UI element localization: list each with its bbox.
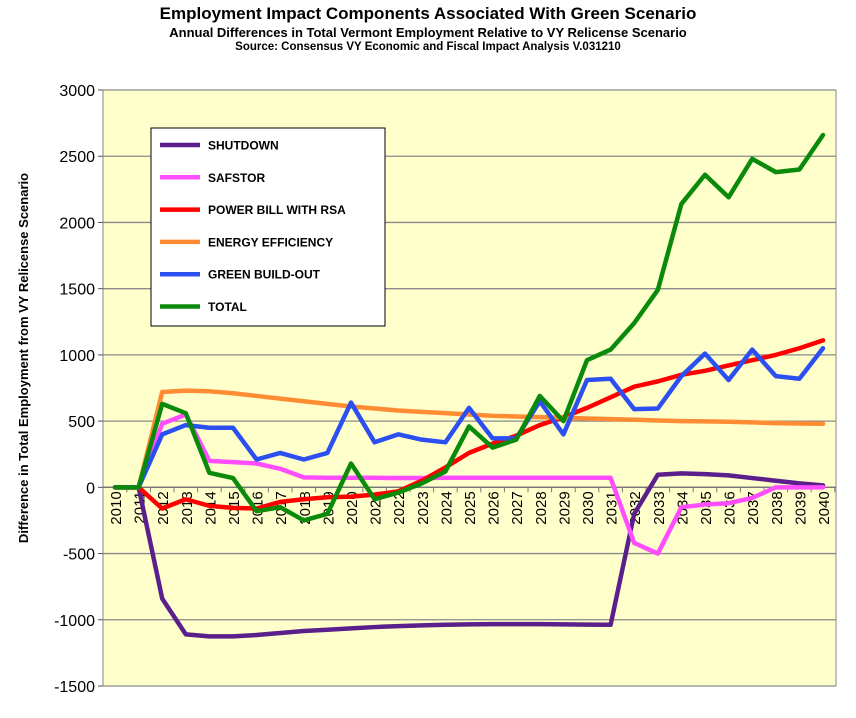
x-tick-label: 2013: [179, 491, 196, 524]
y-tick-label: -1000: [54, 613, 95, 630]
legend-label: SAFSTOR: [208, 171, 265, 185]
y-tick-label: 1500: [59, 282, 95, 299]
chart-title: Employment Impact Components Associated …: [159, 4, 697, 23]
y-tick-label: 2000: [59, 215, 95, 232]
y-tick-label: 3000: [59, 83, 95, 100]
x-tick-label: 2035: [698, 491, 715, 524]
x-tick-label: 2023: [415, 491, 432, 524]
legend-label: POWER BILL WITH RSA: [208, 203, 346, 217]
y-tick-label: 1000: [59, 348, 95, 365]
legend-label: TOTAL: [208, 300, 247, 314]
x-tick-label: 2010: [108, 491, 125, 524]
y-tick-label: 500: [68, 414, 95, 431]
x-tick-label: 2025: [462, 491, 479, 524]
legend-label: GREEN BUILD-OUT: [208, 268, 321, 282]
series-line-shutdown: [112, 471, 826, 639]
x-tick-label: 2028: [533, 491, 550, 524]
legend: [150, 127, 386, 327]
legend-label: SHUTDOWN: [208, 139, 279, 153]
chart-source: Source: Consensus VY Economic and Fiscal…: [235, 41, 621, 53]
x-tick-label: 2020: [344, 491, 361, 524]
series-line-total: [112, 132, 826, 523]
x-tick-label: 2040: [816, 491, 833, 524]
series-line-energy-efficiency: [112, 388, 826, 490]
y-tick-label: -1500: [54, 679, 95, 696]
x-tick-label: 2027: [509, 491, 526, 524]
series-line-green-build-out: [112, 346, 826, 490]
x-tick-label: 2026: [486, 491, 503, 524]
legend-label: ENERGY EFFICIENCY: [208, 235, 333, 249]
y-axis-label: Difference in Total Employment from VY R…: [16, 173, 31, 543]
y-tick-label: 0: [86, 480, 95, 497]
x-tick-label: 2039: [792, 491, 809, 524]
x-tick-label: 2030: [580, 491, 597, 524]
x-tick-label: 2029: [556, 491, 573, 524]
series-line-power-bill-with-rsa: [112, 338, 826, 511]
y-tick-label: 2500: [59, 149, 95, 166]
x-tick-label: 2022: [391, 491, 408, 524]
x-tick-label: 2038: [769, 491, 786, 524]
x-tick-label: 2024: [438, 491, 455, 524]
x-tick-label: 2036: [722, 491, 739, 524]
series-line-safstor: [112, 412, 826, 556]
y-tick-label: -500: [63, 547, 95, 564]
chart-subtitle: Annual Differences in Total Vermont Empl…: [169, 25, 687, 40]
x-tick-label: 2033: [651, 491, 668, 524]
